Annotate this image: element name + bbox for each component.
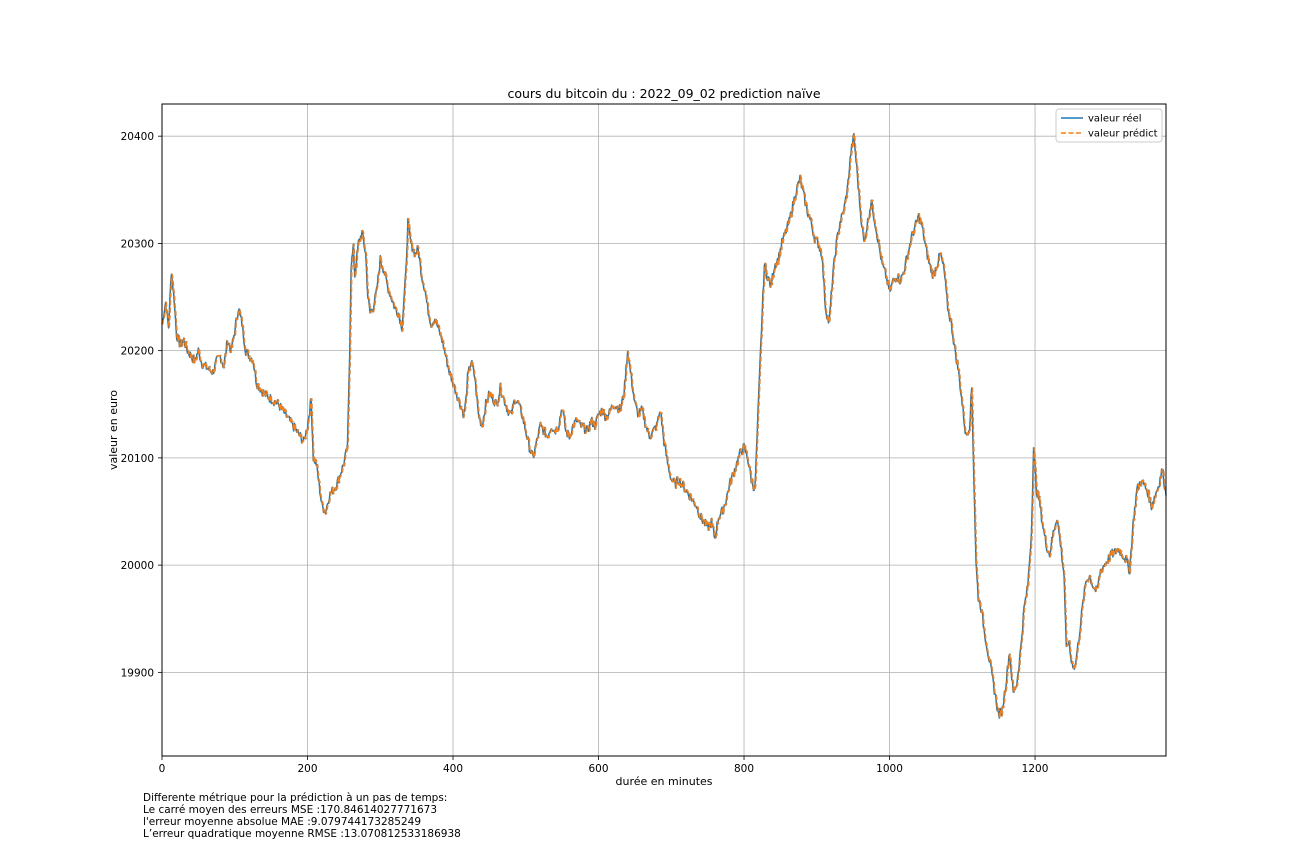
legend-label-pred: valeur prédict	[1088, 128, 1158, 140]
line-valeur-reel	[161, 132, 1167, 719]
line-chart: cours du bitcoin du : 2022_09_02 predict…	[107, 86, 1167, 788]
x-tick-label: 600	[588, 763, 608, 775]
y-tick-label: 19900	[121, 667, 154, 679]
metric-mse: Le carré moyen des erreurs MSE :170.8461…	[143, 804, 437, 816]
line-valeur-predict	[161, 132, 1167, 719]
x-axis-ticks: 0 200 400 600 800 1000 1200	[159, 756, 1049, 775]
legend-label-real: valeur réel	[1088, 113, 1142, 125]
x-tick-label: 1000	[876, 763, 903, 775]
metric-mae: l'erreur moyenne absolue MAE :9.07974417…	[143, 816, 422, 828]
x-tick-label: 400	[443, 763, 463, 775]
series-valeur-reel	[161, 132, 1167, 719]
y-tick-label: 20300	[121, 238, 154, 250]
grid-lines	[161, 104, 1166, 756]
x-tick-label: 200	[297, 763, 317, 775]
y-axis-label: valeur en euro	[107, 390, 120, 470]
x-axis-label: durée en minutes	[615, 775, 712, 788]
y-tick-label: 20400	[121, 131, 154, 143]
legend: valeur réel valeur prédict	[1055, 108, 1163, 143]
plot-frame	[161, 103, 1167, 757]
y-tick-label: 20200	[121, 346, 154, 358]
x-tick-label: 0	[159, 763, 166, 775]
y-tick-label: 20100	[121, 453, 154, 465]
chart-title: cours du bitcoin du : 2022_09_02 predict…	[507, 86, 820, 101]
metrics-heading: Differente métrique pour la prédiction à…	[143, 792, 448, 804]
series-valeur-predict	[161, 132, 1167, 719]
y-tick-label: 20000	[121, 560, 154, 572]
x-tick-label: 1200	[1022, 763, 1049, 775]
x-tick-label: 800	[734, 763, 754, 775]
metric-rmse: L’erreur quadratique moyenne RMSE :13.07…	[143, 828, 461, 840]
y-axis-ticks: 19900 20000 20100 20200 20300 20400	[121, 131, 162, 679]
metrics-block: Differente métrique pour la prédiction à…	[143, 792, 461, 840]
